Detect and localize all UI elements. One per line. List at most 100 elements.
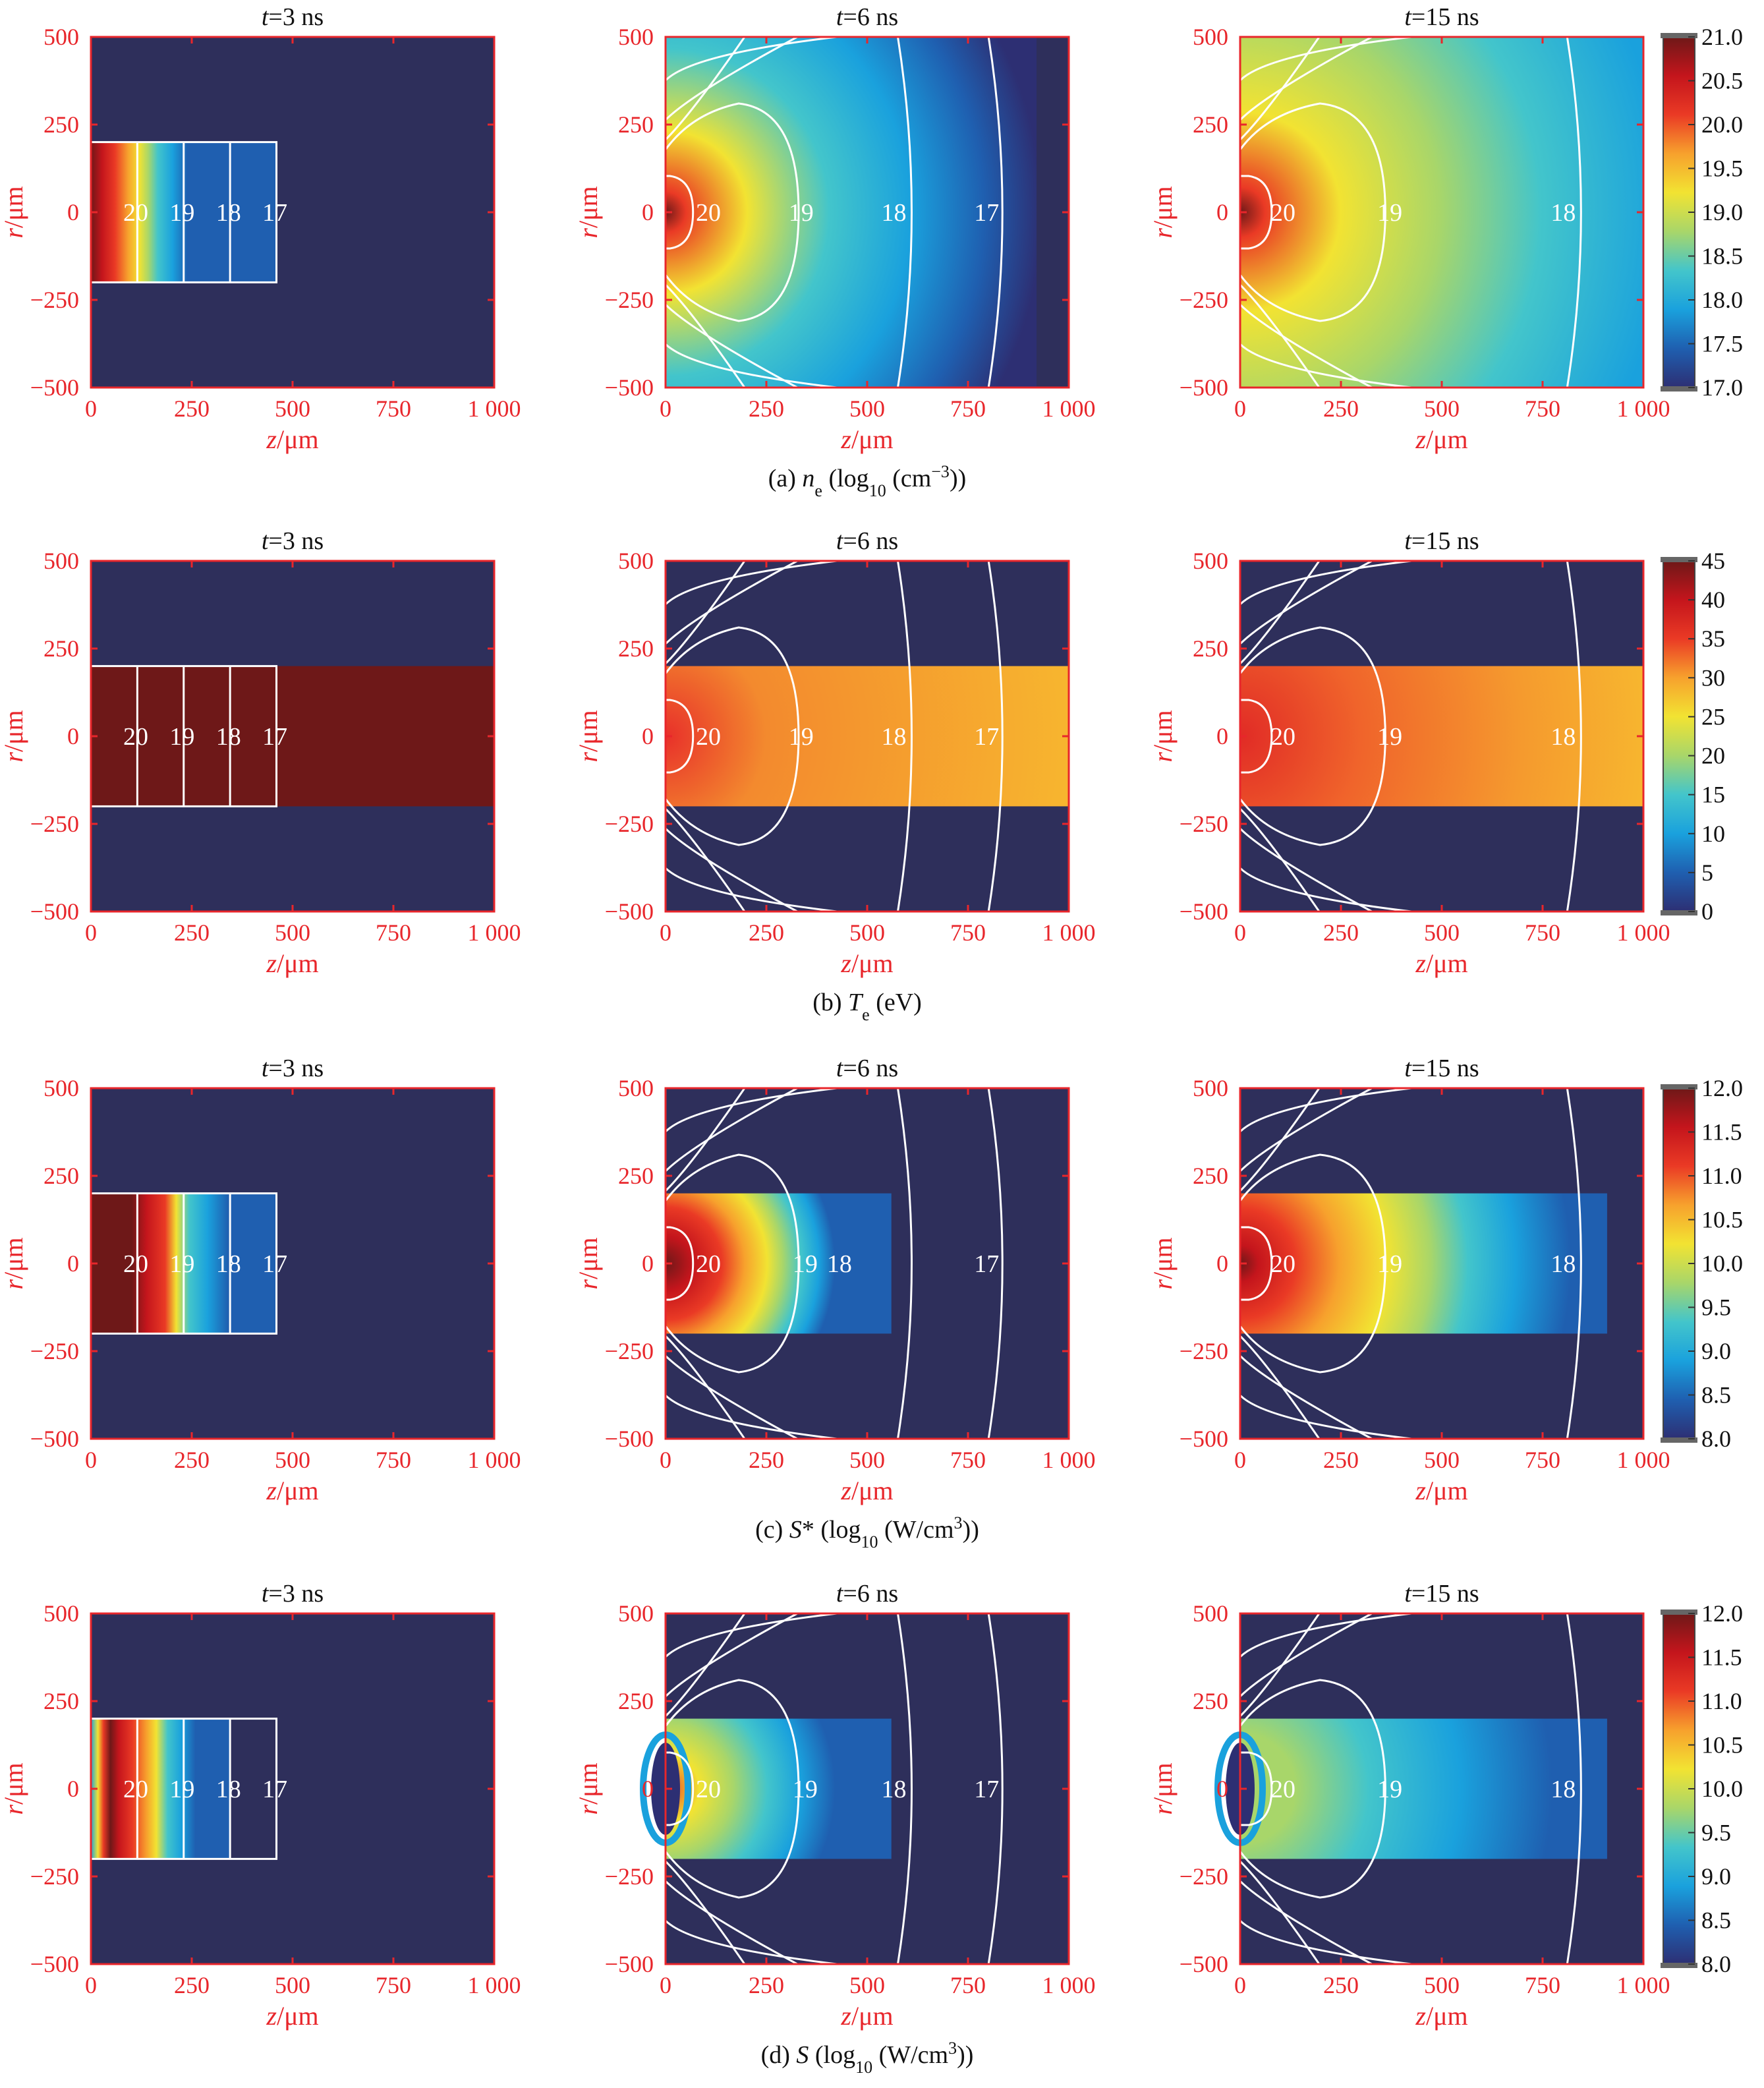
y-tick-label: 250 [1193, 1163, 1228, 1189]
contour-label: 18 [1551, 723, 1576, 751]
x-tick-label: 750 [1525, 1447, 1560, 1473]
y-tick-label: 500 [1193, 1600, 1228, 1627]
y-tick-label: 0 [67, 723, 79, 749]
x-axis-label: z/μm [1415, 1476, 1467, 1505]
contour-wing [666, 283, 746, 388]
contour-arc [897, 1613, 913, 1964]
x-tick-label: 250 [1323, 395, 1359, 422]
row-caption: (a) ne (log10 (cm−3)) [768, 462, 967, 500]
contour-wing [666, 807, 746, 912]
x-tick-label: 1 000 [468, 919, 521, 946]
colorbar-cap [1661, 1437, 1697, 1443]
x-tick-label: 1 000 [1042, 919, 1096, 946]
contour-arc [1566, 1088, 1582, 1439]
contour-wing [666, 37, 838, 82]
x-tick-label: 1 000 [1042, 1447, 1096, 1473]
contours [666, 1613, 1004, 1964]
contour-wing [1240, 1613, 1373, 1698]
panel-sstar-t3: 20 19 18 17 0 250 500 750 1 000 500 250 0 −250 −500 z/… [0, 1055, 521, 1505]
contour-arc [897, 561, 913, 912]
y-tick-label: −500 [605, 1951, 654, 1977]
field-fill [1240, 37, 1643, 388]
y-tick-label: 500 [43, 1075, 79, 1101]
colorbar-tick-label: 45 [1701, 548, 1725, 574]
contour-label: 19 [169, 1250, 194, 1278]
colorbar-tick-label: 17.0 [1701, 374, 1743, 401]
y-tick-label: −250 [1180, 1338, 1228, 1364]
y-tick-label: 250 [43, 1163, 79, 1189]
x-tick-label: 750 [376, 395, 411, 422]
x-tick-label: 750 [950, 1447, 986, 1473]
contours [91, 665, 278, 807]
contour-arc [987, 37, 1004, 388]
contour-label: 20 [1270, 1776, 1295, 1803]
y-tick-label: −500 [605, 1426, 654, 1452]
y-tick-label: −250 [605, 1338, 654, 1364]
y-tick-label: 0 [67, 1776, 79, 1802]
contour-arc [987, 561, 1004, 912]
colorbar-tick-label: 12.0 [1701, 1600, 1743, 1627]
x-tick-label: 250 [749, 1447, 784, 1473]
panel-title: t=15 ns [1404, 1055, 1479, 1082]
contour-label: 18 [216, 1250, 241, 1278]
contour-arc [1566, 1613, 1582, 1964]
field-band [91, 1718, 231, 1859]
x-tick-label: 250 [1323, 1972, 1359, 1998]
field-band [1240, 666, 1643, 807]
colorbar-s: 12.0 11.5 11.0 10.5 10.0 9.5 9.0 8.5 8.0 [1661, 1600, 1743, 1977]
x-tick-label: 250 [749, 395, 784, 422]
contour-wing [1240, 37, 1321, 141]
panel-ne-t6: 20 19 18 17 0 250 500 750 1 000 500 250 0 −250 −500 z/… [573, 3, 1096, 454]
panel-ne-t15: 20 19 18 0 250 500 750 1 000 500 250 0 −250 −500 z/μm… [1148, 3, 1670, 454]
panel-te-t6: 20 19 18 17 0 250 500 750 1 000 500 250 0 −250 −500 z/… [573, 527, 1096, 978]
x-tick-label: 500 [1424, 1972, 1460, 1998]
x-tick-label: 750 [1525, 919, 1560, 946]
contour-arc [897, 37, 913, 388]
contour-arc [987, 1088, 1004, 1439]
contour-wing [1240, 1613, 1321, 1718]
x-tick-label: 0 [660, 395, 671, 422]
contour-wing [1240, 827, 1373, 912]
y-tick-label: −250 [30, 811, 79, 837]
contour-wing [1240, 283, 1321, 388]
ticks [664, 1087, 1070, 1440]
panel-te-t3: 20 19 18 17 0 250 500 750 1 000 500 250 0 −250 −500 z/… [0, 527, 521, 978]
contour-label: 19 [1377, 1250, 1402, 1278]
y-tick-label: 500 [43, 548, 79, 574]
y-axis-label: r/μm [1148, 710, 1178, 762]
x-axis-label: z/μm [1415, 948, 1467, 978]
contour-label: 19 [169, 723, 194, 751]
x-axis-label: z/μm [840, 948, 893, 978]
ticks [1239, 1087, 1645, 1440]
x-axis-label: z/μm [266, 2001, 318, 2031]
colorbar-tick-label: 19.0 [1701, 199, 1743, 225]
x-tick-label: 500 [275, 395, 310, 422]
y-tick-label: 500 [618, 548, 654, 574]
contour-label: 18 [882, 1776, 907, 1803]
contour-wing [1240, 561, 1412, 606]
y-tick-label: −500 [30, 374, 79, 401]
contour-wing [1240, 37, 1412, 82]
y-tick-label: 500 [618, 24, 654, 50]
y-axis-label: r/μm [0, 1237, 28, 1289]
contour-label: 19 [1377, 723, 1402, 751]
panel-title: t=3 ns [262, 1055, 324, 1082]
contours [1240, 1613, 1582, 1964]
ticks [1239, 36, 1645, 389]
x-tick-label: 750 [950, 1972, 986, 1998]
colorbar-tick-label: 9.0 [1701, 1863, 1731, 1890]
y-axis-label: r/μm [1148, 1237, 1178, 1289]
colorbar-tick-label: 10 [1701, 821, 1725, 847]
field-band [91, 666, 494, 807]
contour-wing [1240, 1613, 1412, 1658]
y-tick-label: 250 [618, 635, 654, 662]
colorbar-tick-label: 10.0 [1701, 1776, 1743, 1802]
field-band [1240, 1718, 1607, 1859]
contour-label: 18 [1551, 1776, 1576, 1803]
contour-wing [666, 561, 798, 645]
x-tick-label: 750 [376, 919, 411, 946]
y-tick-label: −500 [30, 1951, 79, 1977]
contour-loop [666, 626, 800, 846]
contour-label: 20 [696, 723, 721, 751]
